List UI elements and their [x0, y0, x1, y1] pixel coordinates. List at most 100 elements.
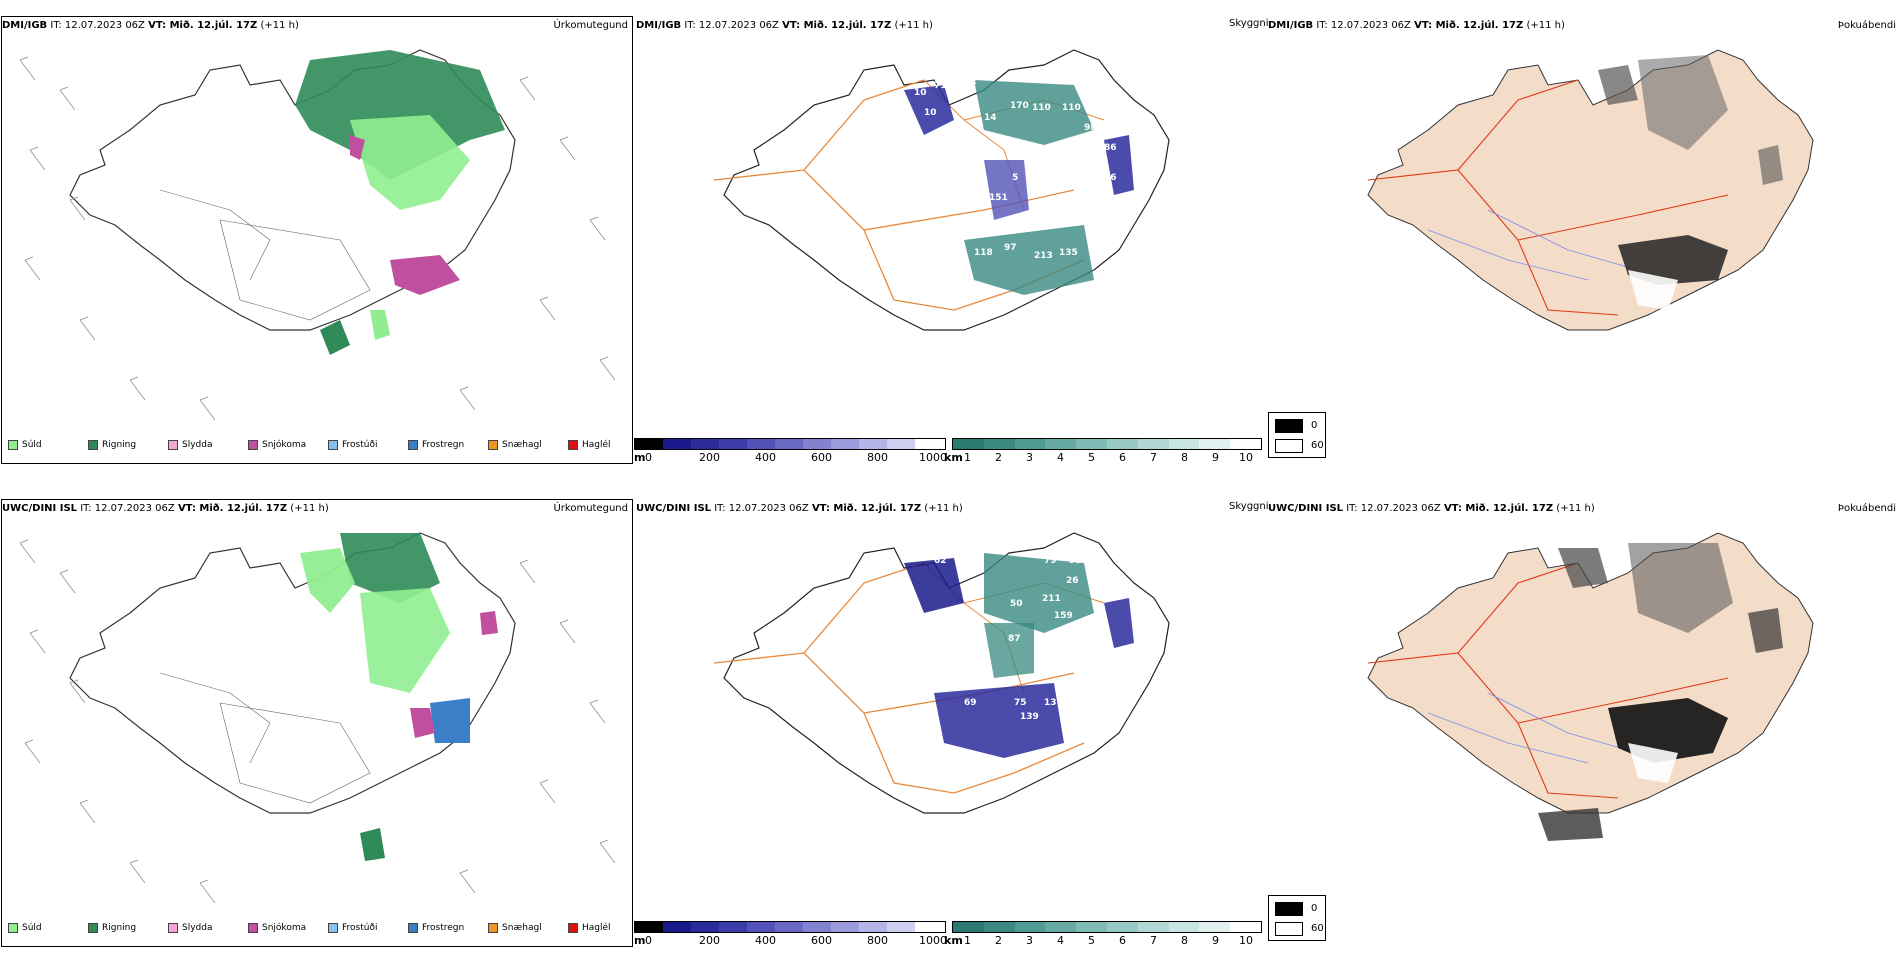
- precip-panel-frame: [1, 16, 633, 464]
- fog-map: [1367, 532, 1814, 841]
- model-name: DMI/IGB: [636, 20, 682, 31]
- legend-item: Rigning: [88, 923, 164, 933]
- legend-label: Súld: [22, 440, 42, 450]
- visibility-value: 110: [1062, 103, 1081, 113]
- legend-item: Frostregn: [408, 440, 484, 450]
- legend-item: Slydda: [168, 923, 244, 933]
- precip-title: Úrkomutegund: [553, 503, 628, 514]
- model-name: UWC/DINI ISL: [636, 503, 712, 514]
- valid-time: VT: Mið. 12.júl. 17Z: [1443, 503, 1554, 514]
- visibility-value: 75: [1014, 698, 1027, 708]
- precip-map: [19, 49, 616, 421]
- height-tick: 0: [645, 451, 652, 464]
- panel-header: UWC/DINI ISL IT: 12.07.2023 06Z VT: Mið.…: [1268, 503, 1595, 514]
- visibility-tick: 5: [1088, 451, 1095, 464]
- lead-time: (+11 h): [1556, 503, 1595, 514]
- fog-low-label: 0: [1311, 420, 1318, 431]
- precip-type-panel: DMI/IGB IT: 12.07.2023 06Z VT: Mið. 12.j…: [0, 0, 634, 470]
- visibility-value: 69: [964, 698, 977, 708]
- visibility-value: 98: [1084, 123, 1097, 133]
- visibility-value: 131: [1044, 698, 1063, 708]
- model-name: UWC/DINI ISL: [1268, 503, 1344, 514]
- precip-panel-frame: [1, 499, 633, 947]
- visibility-colorbar: [952, 438, 1262, 450]
- visibility-value: 10: [924, 108, 937, 118]
- legend-swatch: [168, 440, 178, 450]
- visibility-value: 71: [934, 81, 947, 91]
- model-row-uwc: UWC/DINI ISL IT: 12.07.2023 06Z VT: Mið.…: [0, 483, 1900, 958]
- legend-item: Haglél: [568, 440, 644, 450]
- legend-item: Frostregn: [408, 923, 484, 933]
- model-name: DMI/IGB: [1268, 20, 1314, 31]
- panel-header: DMI/IGB IT: 12.07.2023 06Z VT: Mið. 12.j…: [636, 20, 933, 31]
- fog-legend: 0 60: [1268, 412, 1326, 458]
- precip-map: [19, 532, 616, 904]
- visibility-value: 118: [974, 248, 993, 258]
- legend-swatch: [568, 923, 578, 933]
- legend-label: Haglél: [582, 923, 611, 933]
- height-colorbar: [634, 438, 946, 450]
- visibility-value: 110: [1032, 103, 1051, 113]
- legend-swatch: [8, 440, 18, 450]
- legend-swatch: [328, 923, 338, 933]
- panel-header: UWC/DINI ISL IT: 12.07.2023 06Z VT: Mið.…: [636, 503, 963, 514]
- visibility-tick: 9: [1212, 934, 1219, 947]
- visibility-tick: 8: [1181, 451, 1188, 464]
- legend-item: Snjókoma: [248, 440, 324, 450]
- height-tick: 800: [867, 451, 888, 464]
- height-unit: m: [634, 451, 646, 464]
- legend-label: Rigning: [102, 440, 137, 450]
- lead-time: (+11 h): [924, 503, 963, 514]
- visibility-value: 170: [1010, 101, 1029, 111]
- legend-label: Snæhagl: [502, 440, 542, 450]
- fog-high-label: 60: [1311, 440, 1324, 451]
- visibility-value: 10: [914, 88, 927, 98]
- fog-title: Þokuábendi: [1837, 503, 1896, 514]
- legend-swatch: [248, 440, 258, 450]
- fog-swatch-high: [1275, 439, 1303, 453]
- visibility-labels: 62 56 79 92 94 26 211 50 159 87 69 75 13…: [912, 546, 1107, 844]
- height-tick: 0: [645, 934, 652, 947]
- visibility-tick: 2: [995, 451, 1002, 464]
- height-tick: 800: [867, 934, 888, 947]
- visibility-tick: 7: [1150, 451, 1157, 464]
- visibility-colorbar: [952, 921, 1262, 933]
- init-time: IT: 12.07.2023 06Z: [80, 503, 175, 514]
- fog-swatch-high: [1275, 922, 1303, 936]
- visibility-value: 97: [1004, 243, 1017, 253]
- visibility-value: 63: [964, 78, 977, 88]
- legend-item: Rigning: [88, 440, 164, 450]
- model-name: UWC/DINI ISL: [2, 503, 78, 514]
- visibility-value: 26: [1066, 576, 1079, 586]
- visibility-tick: 4: [1057, 451, 1064, 464]
- legend-swatch: [488, 923, 498, 933]
- legend-label: Súld: [22, 923, 42, 933]
- visibility-value: 56: [990, 546, 1003, 556]
- valid-time: VT: Mið. 12.júl. 17Z: [782, 20, 892, 31]
- legend-item: Snjókoma: [248, 923, 324, 933]
- visibility-map: 62 56 79 92 94 26 211 50 159 87 69 75 13…: [713, 532, 1170, 844]
- height-tick: 1000: [919, 934, 947, 947]
- visibility-panel: DMI/IGB IT: 12.07.2023 06Z VT: Mið. 12.j…: [634, 0, 1269, 470]
- lead-time: (+11 h): [1526, 20, 1565, 31]
- fog-low-label: 0: [1311, 903, 1318, 914]
- visibility-value: 86: [1104, 143, 1117, 153]
- fog-panel: DMI/IGB IT: 12.07.2023 06Z VT: Mið. 12.j…: [1268, 0, 1900, 470]
- visibility-labels: 10 71 63 10 30 14 170 110 110 98 71 5 15…: [914, 78, 1117, 261]
- legend-item: Snæhagl: [488, 440, 564, 450]
- legend-swatch: [88, 440, 98, 450]
- precip-title: Úrkomutegund: [553, 20, 628, 31]
- precip-type-panel: UWC/DINI ISL IT: 12.07.2023 06Z VT: Mið.…: [0, 483, 634, 953]
- legend-label: Frostregn: [422, 923, 465, 933]
- panel-header: UWC/DINI ISL IT: 12.07.2023 06Z VT: Mið.…: [2, 503, 329, 514]
- height-tick: 200: [699, 934, 720, 947]
- height-tick: 400: [755, 934, 776, 947]
- model-name: DMI/IGB: [2, 20, 48, 31]
- visibility-tick: 5: [1088, 934, 1095, 947]
- visibility-tick: 3: [1026, 451, 1033, 464]
- height-tick: 400: [755, 451, 776, 464]
- visibility-unit: km: [944, 934, 963, 947]
- visibility-value: 54: [912, 834, 925, 844]
- panel-header: DMI/IGB IT: 12.07.2023 06Z VT: Mið. 12.j…: [1268, 20, 1565, 31]
- visibility-unit: km: [944, 451, 963, 464]
